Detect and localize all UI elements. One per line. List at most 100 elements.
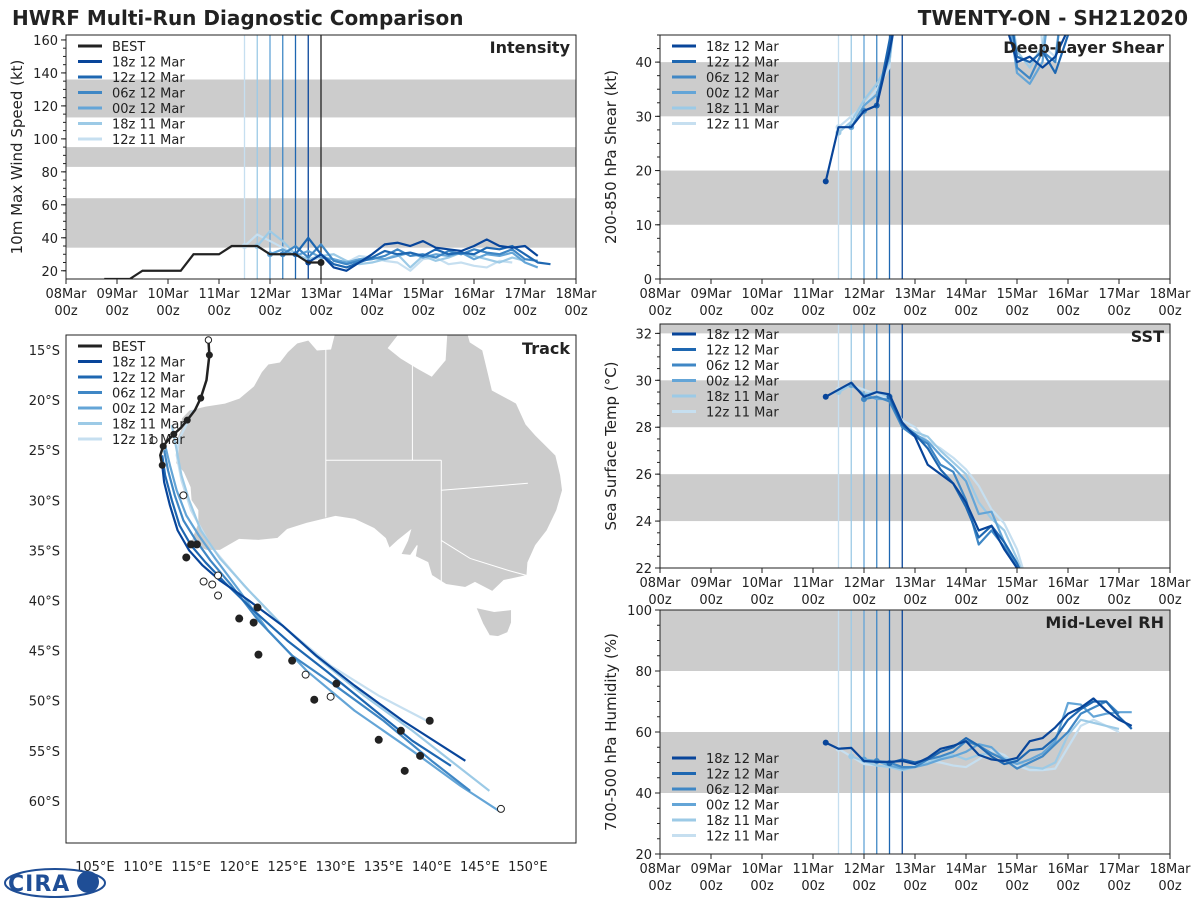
rh-legend-label: 18z 11 Mar — [706, 814, 779, 829]
logo-ring — [4, 868, 106, 898]
shear-series-start-point — [822, 178, 829, 185]
rh-xtick-sublabel: 00z — [1005, 879, 1029, 894]
intensity-xtick-sublabel: 00z — [156, 304, 180, 319]
track-time-marker — [396, 726, 405, 735]
intensity-xtick-label: 08Mar — [45, 287, 87, 302]
sst-ylabel: Sea Surface Temp (°C) — [602, 361, 620, 530]
intensity-xtick-sublabel: 00z — [207, 304, 231, 319]
intensity-xtick-sublabel: 00z — [360, 304, 384, 319]
intensity-xtick-sublabel: 00z — [462, 304, 486, 319]
track-lat-label: 40°S — [29, 595, 60, 610]
track-forecast-line — [163, 450, 471, 792]
shear-ytick-label: 20 — [635, 165, 652, 180]
sst-legend-label: 18z 11 Mar — [706, 390, 779, 405]
track-time-marker — [235, 614, 244, 623]
shear-xtick-label: 16Mar — [1047, 287, 1089, 302]
intensity-legend-label: 18z 11 Mar — [112, 118, 185, 133]
intensity-xtick-label: 11Mar — [198, 287, 240, 302]
rh-legend-label: 18z 12 Mar — [706, 752, 779, 767]
track-time-marker — [179, 491, 188, 500]
rh-series-line — [850, 718, 1120, 772]
track-best-point — [158, 461, 166, 469]
sst-xtick-sublabel: 00z — [750, 593, 774, 608]
figure-title: HWRF Multi-Run Diagnostic Comparison — [12, 6, 463, 30]
shear-legend-label: 00z 12 Mar — [706, 87, 779, 102]
rh-xtick-sublabel: 00z — [954, 879, 978, 894]
track-lat-label: 30°S — [29, 494, 60, 509]
intensity-xtick-sublabel: 00z — [513, 304, 537, 319]
sst-xtick-label: 11Mar — [792, 576, 834, 591]
shear-xtick-label: 11Mar — [792, 287, 834, 302]
track-legend-label: 18z 12 Mar — [112, 356, 185, 371]
sst-xtick-label: 14Mar — [945, 576, 987, 591]
sst-band — [660, 324, 1170, 334]
sst-xtick-label: 13Mar — [894, 576, 936, 591]
sst-xtick-sublabel: 00z — [648, 593, 672, 608]
intensity-xtick-sublabel: 00z — [564, 304, 588, 319]
rh-series-group — [822, 697, 1133, 772]
track-legend-label: BEST — [112, 340, 145, 355]
shear-legend-label: 12z 12 Mar — [706, 56, 779, 71]
rh-xtick-sublabel: 00z — [648, 879, 672, 894]
track-time-marker — [496, 804, 505, 813]
track-time-marker — [425, 716, 434, 725]
sst-xtick-sublabel: 00z — [1056, 593, 1080, 608]
sst-xtick-label: 08Mar — [639, 576, 681, 591]
rh-legend-label: 00z 12 Mar — [706, 799, 779, 814]
track-lon-label: 110°E — [123, 860, 163, 875]
track-time-marker — [214, 571, 223, 580]
track-legend-label: 00z 12 Mar — [112, 402, 185, 417]
rh-xtick-label: 10Mar — [741, 862, 783, 877]
track-time-marker — [253, 603, 262, 612]
intensity-ytick-label: 80 — [41, 166, 58, 181]
rh-xtick-sublabel: 00z — [1056, 879, 1080, 894]
sst-band — [660, 380, 1170, 428]
track-lon-label: 115°E — [171, 860, 211, 875]
sst-legend-label: 00z 12 Mar — [706, 375, 779, 390]
sst-xtick-label: 10Mar — [741, 576, 783, 591]
track-forecast-line — [170, 424, 491, 792]
sst-xtick-sublabel: 00z — [1107, 593, 1131, 608]
intensity-ytick-label: 60 — [41, 199, 58, 214]
sst-xtick-sublabel: 00z — [903, 593, 927, 608]
shear-xtick-sublabel: 00z — [1158, 304, 1182, 319]
track-best-point — [197, 394, 205, 402]
intensity-best-point — [317, 259, 325, 267]
track-forecast-line — [164, 444, 500, 812]
track-lat-label: 45°S — [29, 645, 60, 660]
intensity-xtick-label: 13Mar — [300, 287, 342, 302]
track-time-marker — [149, 436, 158, 445]
track-time-marker — [214, 591, 223, 600]
track-time-marker — [326, 692, 335, 701]
sst-xtick-label: 15Mar — [996, 576, 1038, 591]
shear-xtick-sublabel: 00z — [648, 304, 672, 319]
shear-xtick-label: 14Mar — [945, 287, 987, 302]
track-time-marker — [254, 650, 263, 659]
track-lat-label: 50°S — [29, 695, 60, 710]
shear-xtick-label: 13Mar — [894, 287, 936, 302]
sst-xtick-label: 16Mar — [1047, 576, 1089, 591]
intensity-legend-label: 18z 12 Mar — [112, 56, 185, 71]
rh-xtick-label: 16Mar — [1047, 862, 1089, 877]
rh-xtick-label: 12Mar — [843, 862, 885, 877]
shear-series-line — [850, 35, 1047, 128]
intensity-legend-label: 06z 12 Mar — [112, 87, 185, 102]
shear-legend-label: 18z 12 Mar — [706, 40, 779, 55]
shear-xtick-label: 18Mar — [1149, 287, 1191, 302]
sst-xtick-sublabel: 00z — [699, 593, 723, 608]
intensity-xtick-label: 14Mar — [351, 287, 393, 302]
track-frame — [65, 334, 577, 844]
track-panel: 15°S 20°S 25°S 30°S 35°S 40°S 45°S 50°S 55°S 60°S… — [29, 334, 577, 875]
shear-xtick-sublabel: 00z — [1107, 304, 1131, 319]
rh-band — [660, 610, 1170, 671]
shear-xtick-sublabel: 00z — [801, 304, 825, 319]
rh-xtick-sublabel: 00z — [699, 879, 723, 894]
intensity-legend-label: 00z 12 Mar — [112, 102, 185, 117]
intensity-legend-label: 12z 12 Mar — [112, 71, 185, 86]
rh-xtick-sublabel: 00z — [903, 879, 927, 894]
australia-landmass — [175, 335, 564, 593]
track-best-start-point — [204, 336, 213, 344]
rh-title: Mid-Level RH — [1045, 613, 1164, 632]
rh-legend-label: 12z 11 Mar — [706, 830, 779, 845]
